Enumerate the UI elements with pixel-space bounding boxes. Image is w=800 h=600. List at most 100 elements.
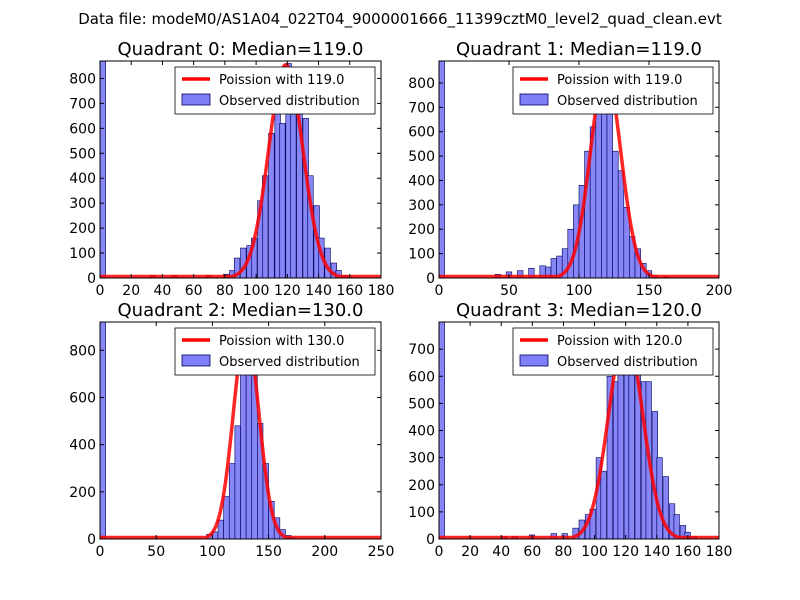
subplot-0: 0 20 40 60 80 100 120 140 160 1800100200300400500… [69, 39, 394, 299]
legend-box [174, 66, 376, 115]
subplot-1: 0 50 100 150 200 0 100 200 300 400 500 600 700 800 Qua… [408, 39, 732, 299]
legend: Poission with 119.0 Observed distribution [512, 66, 714, 115]
y-tick-label: 100 [408, 247, 435, 263]
y-tick-label: 400 [69, 438, 96, 454]
x-tick-label: 100 [199, 544, 226, 560]
histogram-bar [99, 321, 106, 540]
x-tick-label: 200 [311, 544, 338, 560]
legend: Poission with 119.0 Observed distribution [174, 66, 376, 115]
legend-box [512, 66, 714, 115]
histogram-bar [228, 463, 236, 540]
y-tick-label: 700 [408, 100, 435, 116]
y-tick-label: 800 [69, 71, 96, 87]
x-tick-label: 140 [305, 283, 332, 299]
x-tick-label: 40 [154, 283, 172, 299]
x-tick-label: 0 [435, 283, 444, 299]
poisson-curve [439, 330, 719, 540]
axes-frame [99, 60, 382, 279]
legend: Poission with 120.0 Observed distribution [512, 327, 714, 376]
y-tick-label: 100 [408, 505, 435, 521]
y-tick-label: 800 [69, 343, 96, 359]
subplot-title: Quadrant 1: Median=119.0 [456, 39, 702, 60]
histogram-bar [606, 109, 613, 279]
legend-label-poisson: Poission with 130.0 [219, 334, 344, 349]
axes-frame [99, 321, 382, 540]
histogram-bar [240, 373, 247, 540]
x-tick-label: 120 [612, 544, 639, 560]
x-tick-label: 60 [523, 544, 541, 560]
histogram-bar [290, 85, 297, 279]
x-tick-label: 80 [555, 544, 573, 560]
y-tick-label: 500 [408, 396, 435, 412]
x-tick-label: 0 [435, 544, 444, 560]
y-tick-label: 300 [408, 451, 435, 467]
y-tick-label: 100 [69, 246, 96, 262]
x-tick-label: 140 [643, 544, 670, 560]
y-tick-label: 800 [408, 76, 435, 92]
poisson-curve [100, 62, 381, 279]
legend-label-poisson: Poission with 120.0 [557, 334, 682, 349]
y-tick-label: 200 [408, 222, 435, 238]
x-tick-label: 200 [706, 283, 733, 299]
figure-suptitle: Data file: modeM0/AS1A04_022T04_90000016… [78, 10, 722, 29]
y-tick-label: 300 [408, 198, 435, 214]
x-tick-label: 40 [492, 544, 510, 560]
legend-box [512, 327, 714, 376]
x-tick-label: 100 [566, 283, 593, 299]
x-tick-label: 100 [243, 283, 270, 299]
y-tick-label: 200 [69, 221, 96, 237]
legend-box [174, 327, 376, 376]
y-tick-label: 500 [69, 146, 96, 162]
y-tick-label: 600 [69, 121, 96, 137]
x-tick-label: 20 [461, 544, 479, 560]
y-tick-label: 600 [408, 369, 435, 385]
histogram-bar [617, 170, 625, 279]
y-tick-label: 200 [69, 485, 96, 501]
legend-bar-swatch [519, 354, 549, 367]
legend-label-observed: Observed distribution [557, 94, 698, 109]
y-tick-label: 400 [408, 424, 435, 440]
x-tick-label: 50 [500, 283, 518, 299]
histogram-bar [234, 425, 241, 540]
legend-bar-swatch [181, 93, 211, 106]
x-tick-label: 160 [675, 544, 702, 560]
legend-label-poisson: Poission with 119.0 [557, 73, 682, 88]
x-tick-label: 250 [368, 544, 395, 560]
x-tick-label: 60 [185, 283, 203, 299]
legend: Poission with 130.0 Observed distribution [174, 327, 376, 376]
x-tick-label: 180 [368, 283, 395, 299]
y-tick-label: 300 [69, 196, 96, 212]
histogram-bar [223, 496, 230, 540]
histogram-bar [279, 123, 286, 279]
subplot-title: Quadrant 3: Median=120.0 [456, 300, 702, 321]
x-tick-label: 120 [274, 283, 301, 299]
x-tick-label: 100 [581, 544, 608, 560]
x-tick-label: 80 [216, 283, 234, 299]
y-tick-label: 0 [87, 532, 96, 548]
x-tick-label: 160 [336, 283, 363, 299]
histogram-bar [99, 60, 106, 279]
x-tick-label: 50 [147, 544, 165, 560]
x-tick-label: 150 [636, 283, 663, 299]
legend-label-poisson: Poission with 119.0 [219, 73, 344, 88]
y-tick-label: 500 [408, 149, 435, 165]
histogram-bar [600, 470, 607, 540]
x-tick-label: 0 [96, 283, 105, 299]
legend-bar-swatch [519, 93, 549, 106]
legend-label-observed: Observed distribution [557, 355, 698, 370]
y-tick-label: 700 [69, 96, 96, 112]
y-tick-label: 700 [408, 342, 435, 358]
poisson-curve [439, 68, 719, 279]
x-tick-label: 150 [255, 544, 282, 560]
subplot-3: 0 20 40 60 80 100 120 140 160 1800100200300400500… [408, 300, 732, 560]
y-tick-label: 0 [426, 271, 435, 287]
x-tick-label: 20 [122, 283, 140, 299]
y-tick-label: 400 [408, 173, 435, 189]
y-tick-label: 600 [69, 390, 96, 406]
histogram-bar [617, 362, 624, 540]
x-tick-label: 180 [706, 544, 733, 560]
legend-label-observed: Observed distribution [219, 94, 360, 109]
y-tick-label: 200 [408, 478, 435, 494]
histogram-bar [438, 60, 445, 279]
